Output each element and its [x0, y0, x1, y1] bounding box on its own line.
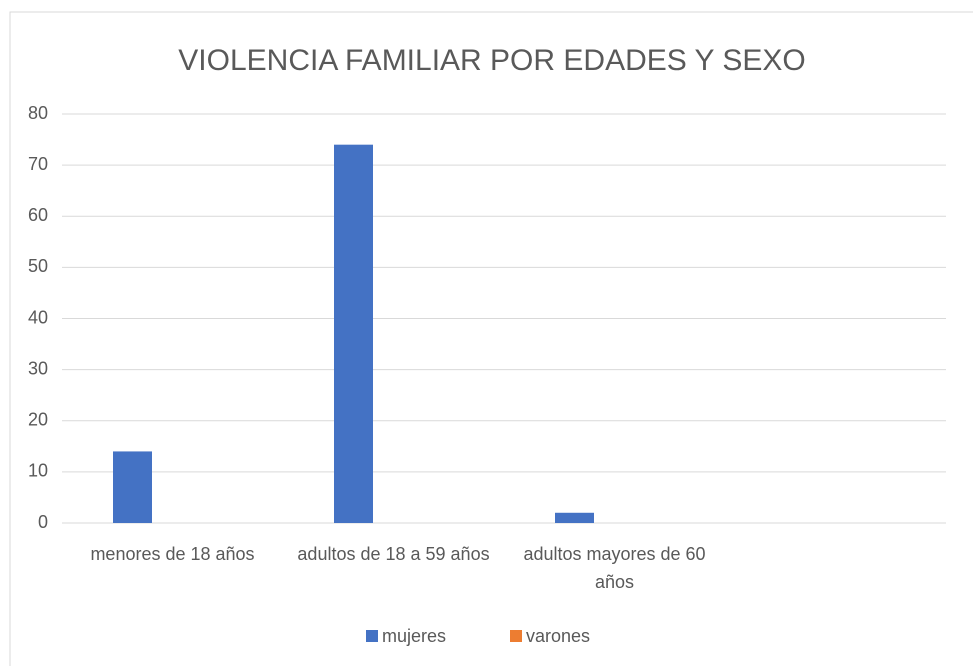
y-tick-label: 70 [28, 154, 48, 174]
x-tick-label: menores de 18 años [90, 544, 255, 564]
x-tick-label: adultos mayores de 60 años [523, 544, 706, 592]
bar [555, 512, 594, 523]
y-tick-label: 50 [28, 256, 48, 276]
y-tick-label: 0 [38, 512, 48, 532]
legend-label: varones [526, 626, 590, 646]
y-tick-label: 40 [28, 307, 48, 327]
chart-frame [9, 11, 973, 666]
bar [113, 451, 152, 523]
legend-label: mujeres [382, 626, 446, 646]
y-tick-label: 60 [28, 205, 48, 225]
y-tick-label: 30 [28, 358, 48, 378]
y-tick-label: 80 [28, 103, 48, 123]
x-tick-label: adultos de 18 a 59 años [297, 544, 490, 564]
y-tick-label: 20 [28, 410, 48, 430]
legend-swatch [366, 630, 378, 642]
chart-title: VIOLENCIA FAMILIAR POR EDADES Y SEXO [178, 44, 805, 77]
y-tick-label: 10 [28, 461, 48, 481]
bar [334, 144, 373, 524]
legend-swatch [510, 630, 522, 642]
